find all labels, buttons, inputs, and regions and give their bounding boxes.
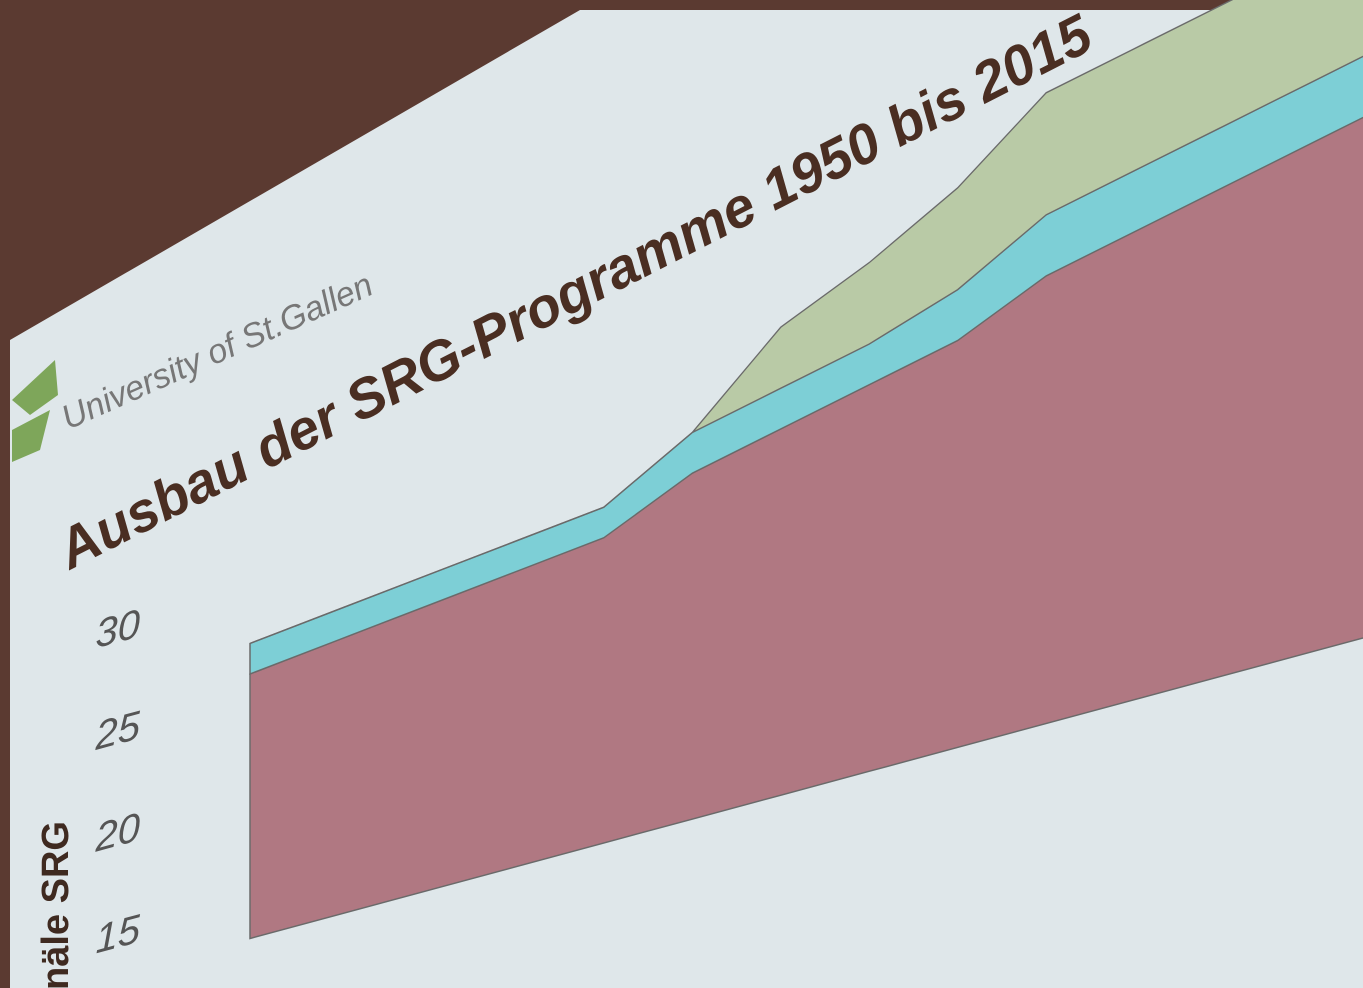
photo: University of St.Gallen Ausbau der SRG-P… bbox=[0, 0, 1363, 988]
y-axis-label: näle SRG bbox=[35, 821, 77, 988]
